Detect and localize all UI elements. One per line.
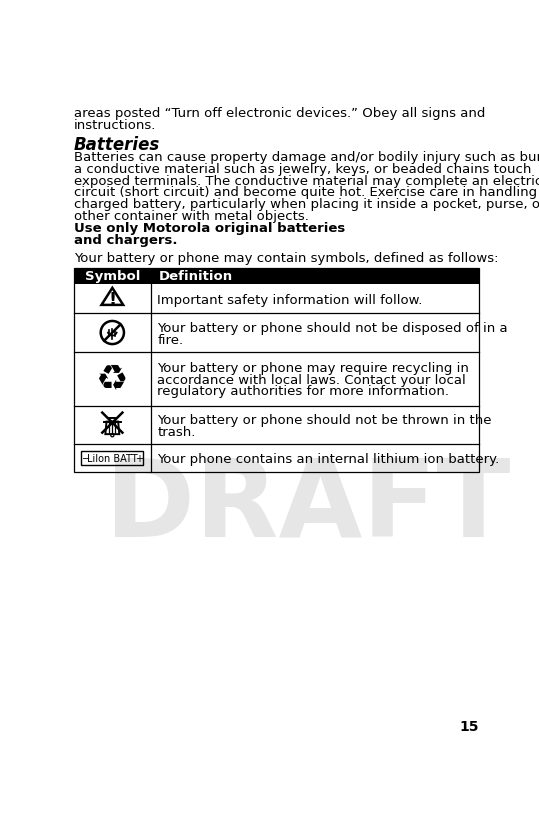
Text: Batteries: Batteries [74, 135, 160, 154]
Text: Your battery or phone may contain symbols, defined as follows:: Your battery or phone may contain symbol… [74, 252, 498, 265]
Text: !: ! [108, 291, 116, 308]
Text: DRAFT: DRAFT [105, 452, 510, 558]
Bar [74, 268, 479, 285]
Text: instructions.: instructions. [74, 120, 156, 132]
Text: fire.: fire. [157, 333, 183, 346]
Text: Your battery or phone should not be disposed of in a: Your battery or phone should not be disp… [157, 322, 508, 334]
Text: other container with metal objects.: other container with metal objects. [74, 210, 313, 223]
Text: charged battery, particularly when placing it inside a pocket, purse, or: charged battery, particularly when placi… [74, 198, 539, 212]
Text: circuit (short circuit) and become quite hot. Exercise care in handling any: circuit (short circuit) and become quite… [74, 186, 539, 199]
Bar [81, 451, 143, 466]
Text: 15: 15 [459, 719, 479, 733]
Text: ♻: ♻ [96, 362, 128, 396]
Text: exposed terminals. The conductive material may complete an electrical: exposed terminals. The conductive materi… [74, 174, 539, 187]
Text: accordance with local laws. Contact your local: accordance with local laws. Contact your… [157, 374, 466, 386]
Text: +: + [135, 453, 143, 463]
Bar [74, 268, 479, 472]
Text: Important safety information will follow.: Important safety information will follow… [157, 293, 423, 307]
Text: Use only Motorola original batteries: Use only Motorola original batteries [74, 222, 345, 235]
Text: areas posted “Turn off electronic devices.” Obey all signs and: areas posted “Turn off electronic device… [74, 107, 485, 120]
Text: Definition: Definition [159, 270, 233, 283]
Text: −: − [82, 453, 90, 463]
Text: a conductive material such as jewelry, keys, or beaded chains touch: a conductive material such as jewelry, k… [74, 162, 531, 176]
Text: Your phone contains an internal lithium ion battery.: Your phone contains an internal lithium … [157, 453, 500, 466]
Text: Symbol: Symbol [85, 270, 140, 283]
Text: trash.: trash. [157, 426, 196, 438]
Text: LiIon BATT: LiIon BATT [87, 453, 137, 463]
Text: Your battery or phone should not be thrown in the: Your battery or phone should not be thro… [157, 414, 492, 427]
Text: Batteries can cause property damage and/or bodily injury such as burns if: Batteries can cause property damage and/… [74, 150, 539, 164]
Text: and chargers.: and chargers. [74, 234, 177, 247]
Text: Your battery or phone may require recycling in: Your battery or phone may require recycl… [157, 362, 469, 375]
Text: regulatory authorities for more information.: regulatory authorities for more informat… [157, 385, 450, 398]
